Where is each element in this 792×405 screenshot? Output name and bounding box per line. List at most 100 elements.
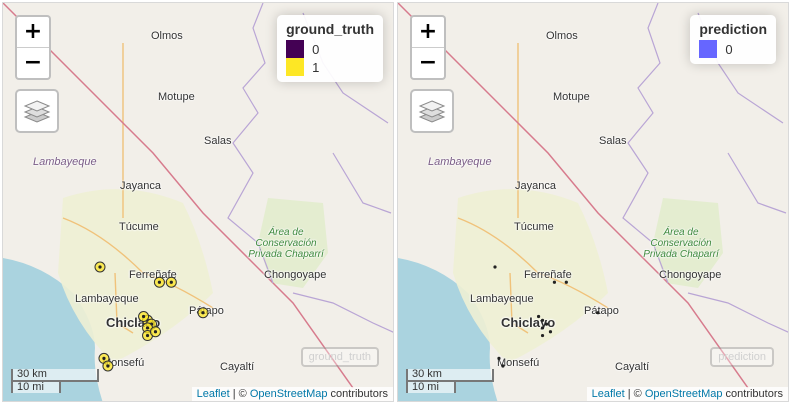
- map-panel-prediction[interactable]: Olmos Motupe Salas Lambayeque Jayanca Tú…: [397, 2, 789, 402]
- data-point-center: [596, 311, 600, 315]
- legend-swatch: [286, 40, 305, 58]
- zoom-out-button[interactable]: −: [412, 47, 444, 78]
- marker-layer: [94, 261, 209, 372]
- place-motupe: Motupe: [553, 91, 590, 103]
- attribution-separator: | ©: [229, 388, 250, 400]
- osm-link[interactable]: OpenStreetMap: [644, 388, 723, 400]
- data-point-center: [501, 364, 505, 368]
- data-point-center: [169, 280, 173, 284]
- layers-control-button[interactable]: [15, 89, 59, 133]
- attribution: Leaflet | © OpenStreetMap contributors: [586, 387, 788, 401]
- place-lambayeque: Lambayeque: [75, 293, 139, 305]
- legend-swatch: [286, 58, 305, 76]
- agricultural-area: [58, 189, 213, 363]
- legend-item: 0: [699, 40, 767, 58]
- legend-item: 0: [286, 40, 374, 58]
- highway: [3, 3, 354, 389]
- place-chongoyape: Chongoyape: [659, 269, 722, 281]
- attribution-suffix: contributors: [327, 388, 388, 400]
- highway: [398, 3, 749, 389]
- data-point-center: [102, 356, 106, 360]
- place-olmos: Olmos: [546, 30, 578, 42]
- data-point-center: [552, 280, 557, 284]
- attribution-separator: | ©: [624, 388, 645, 400]
- place-salas: Salas: [204, 135, 232, 147]
- place-monsefu: Monsefú: [497, 357, 540, 369]
- marker-layer: [493, 265, 600, 368]
- legend-item: 1: [286, 58, 374, 76]
- legend-title: ground_truth: [286, 21, 374, 37]
- place-tucume: Túcume: [119, 221, 159, 233]
- minimap-toggle-label[interactable]: prediction: [710, 347, 774, 367]
- place-salas: Salas: [599, 135, 627, 147]
- attribution: Leaflet | © OpenStreetMap contributors: [191, 387, 393, 401]
- data-point-center: [536, 314, 541, 319]
- scale-bar: 30 km 10 mi: [11, 369, 99, 393]
- agricultural-area: [453, 189, 608, 363]
- data-point-center: [540, 333, 545, 338]
- place-area-chaparri: Área de Conservación Privada Chaparrí: [643, 227, 719, 260]
- place-motupe: Motupe: [158, 91, 195, 103]
- legend: prediction 0: [690, 15, 776, 64]
- ocean: [398, 258, 498, 401]
- place-jayanca: Jayanca: [120, 180, 161, 192]
- district-boundaries: [622, 3, 788, 333]
- place-olmos: Olmos: [151, 30, 183, 42]
- data-point-center: [145, 326, 150, 330]
- place-tucume: Túcume: [514, 221, 554, 233]
- zoom-in-button[interactable]: +: [418, 19, 438, 44]
- data-point-center: [141, 314, 146, 319]
- legend-swatch: [699, 40, 718, 58]
- legend-title: prediction: [699, 21, 767, 37]
- data-point-center: [540, 318, 545, 322]
- legend-label: 0: [725, 41, 733, 57]
- place-lambayeque-region: Lambayeque: [428, 156, 492, 168]
- leaflet-link[interactable]: Leaflet: [591, 388, 625, 400]
- place-lambayeque-region: Lambayeque: [33, 156, 97, 168]
- data-point-center: [544, 322, 549, 326]
- data-point-center: [201, 311, 205, 315]
- scale-imperial: 10 mi: [406, 380, 456, 393]
- layers-icon: [418, 100, 446, 123]
- place-cayalti: Cayaltí: [220, 361, 255, 373]
- conservation-area: [653, 198, 723, 288]
- data-point-center: [564, 280, 568, 284]
- minimap-toggle-label[interactable]: ground_truth: [300, 347, 379, 367]
- basemap[interactable]: [3, 3, 394, 402]
- zoom-control: + −: [410, 15, 446, 80]
- roads: [457, 43, 609, 334]
- leaflet-link[interactable]: Leaflet: [196, 388, 230, 400]
- place-chongoyape: Chongoyape: [264, 269, 327, 281]
- zoom-out-button[interactable]: −: [17, 47, 49, 78]
- layers-control-button[interactable]: [410, 89, 454, 133]
- place-cayalti: Cayaltí: [615, 361, 650, 373]
- data-point-center: [540, 326, 545, 330]
- roads: [62, 43, 214, 334]
- data-point-center: [145, 333, 150, 338]
- data-point-center: [157, 280, 162, 284]
- place-area-chaparri: Área de Conservación Privada Chaparrí: [248, 227, 324, 260]
- legend-label: 0: [312, 41, 320, 57]
- scale-bar: 30 km 10 mi: [406, 369, 494, 393]
- zoom-in-button[interactable]: +: [23, 19, 43, 44]
- osm-link[interactable]: OpenStreetMap: [249, 388, 328, 400]
- conservation-area: [258, 198, 328, 288]
- place-patapo: Pátapo: [584, 305, 619, 317]
- attribution-suffix: contributors: [722, 388, 783, 400]
- map-panel-ground-truth[interactable]: Olmos Motupe Salas Lambayeque Jayanca Tú…: [2, 2, 394, 402]
- data-point-center: [497, 356, 501, 360]
- ocean: [3, 258, 103, 401]
- layers-icon: [23, 100, 51, 123]
- place-ferrenafe: Ferreñafe: [129, 269, 177, 281]
- place-ferrenafe: Ferreñafe: [524, 269, 572, 281]
- zoom-control: + −: [15, 15, 51, 80]
- scale-imperial: 10 mi: [11, 380, 61, 393]
- legend-label: 1: [312, 59, 320, 75]
- basemap[interactable]: [398, 3, 789, 402]
- data-point-center: [153, 330, 158, 334]
- data-point-center: [106, 364, 110, 368]
- data-point-center: [493, 265, 497, 269]
- place-jayanca: Jayanca: [515, 180, 556, 192]
- legend: ground_truth 0 1: [277, 15, 383, 82]
- data-point-center: [98, 265, 102, 269]
